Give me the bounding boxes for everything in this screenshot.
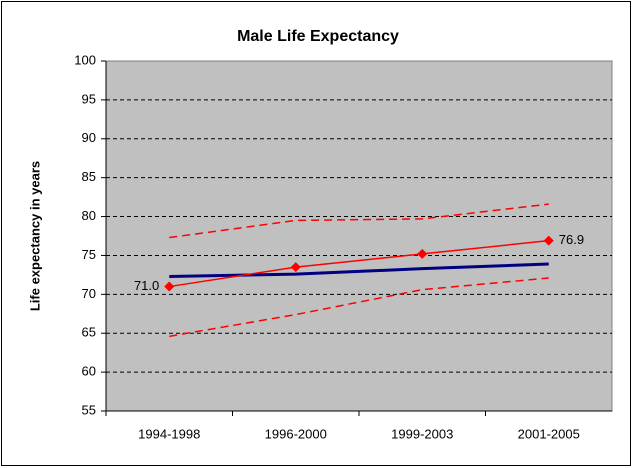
y-tick-label: 65 (82, 325, 96, 340)
x-tick-label: 1999-2003 (391, 426, 453, 441)
y-tick-label: 85 (82, 169, 96, 184)
y-tick-label: 60 (82, 364, 96, 379)
y-tick-label: 80 (82, 208, 96, 223)
series-line (169, 203, 549, 239)
series-line (169, 239, 549, 288)
chart-title: Male Life Expectancy (237, 28, 399, 45)
point-marker (290, 262, 301, 273)
point-marker (164, 281, 175, 292)
y-tick-label: 100 (74, 52, 96, 67)
y-tick-label: 70 (82, 286, 96, 301)
plot-area (105, 60, 613, 412)
point-marker (417, 248, 428, 259)
data-label: 76.9 (559, 232, 584, 247)
series-line (169, 262, 549, 278)
y-tick-label: 95 (82, 91, 96, 106)
y-axis-label: Life expectancy in years (27, 161, 42, 311)
y-tick-label: 75 (82, 247, 96, 262)
y-tick-label: 90 (82, 130, 96, 145)
x-tick-label: 1994-1998 (138, 426, 200, 441)
point-marker (543, 235, 554, 246)
x-tick-label: 2001-2005 (518, 426, 580, 441)
data-label: 71.0 (134, 278, 159, 293)
y-tick-label: 55 (82, 402, 96, 417)
x-tick-label: 1996-2000 (265, 426, 327, 441)
